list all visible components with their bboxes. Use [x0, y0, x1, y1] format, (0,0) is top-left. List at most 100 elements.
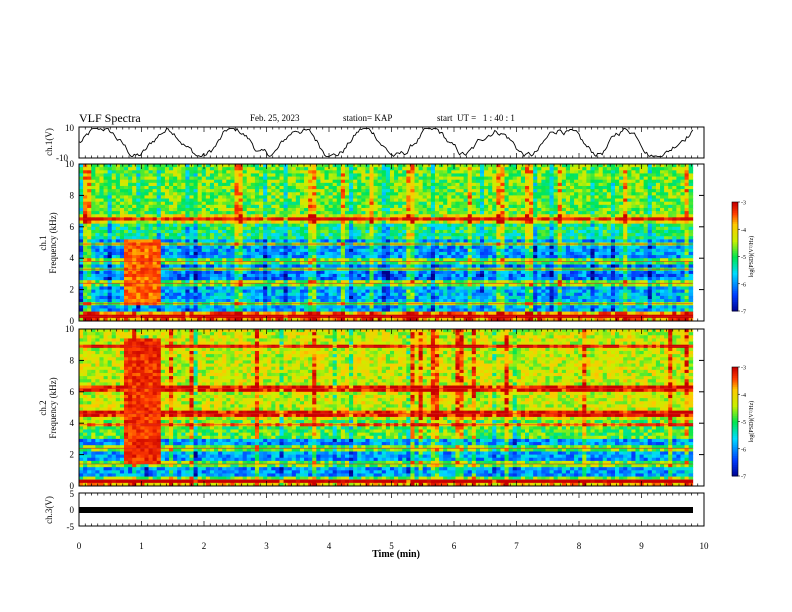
spectrogram-cell: [463, 233, 469, 237]
spectrogram-cell: [246, 311, 252, 316]
spectrogram-cell: [238, 264, 244, 269]
spectrogram-cell: [287, 164, 293, 168]
spectrogram-cell: [426, 308, 432, 312]
spectrogram-cell: [107, 189, 113, 193]
spectrogram-cell: [148, 270, 154, 275]
spectrogram-cell: [459, 198, 465, 203]
spectrogram-cell: [344, 264, 350, 269]
spectrogram-cell: [83, 201, 88, 206]
spectrogram-cell: [144, 248, 149, 253]
spectrogram-cell: [402, 173, 407, 177]
spectrogram-cell: [136, 185, 141, 190]
spectrogram-cell: [324, 248, 329, 253]
spectrogram-cell: [91, 204, 96, 209]
spectrogram-cell: [279, 226, 284, 231]
spectrogram-cell: [295, 207, 301, 212]
spectrogram-cell: [426, 264, 432, 269]
spectrogram-cell: [320, 211, 325, 215]
spectrogram-cell: [287, 258, 293, 262]
spectrogram-cell: [471, 248, 477, 253]
spectrogram-cell: [283, 176, 289, 181]
spectrogram-cell: [365, 270, 370, 275]
spectrogram-cell: [320, 214, 325, 218]
spectrogram-cell: [361, 173, 366, 177]
spectrogram-cell: [87, 311, 92, 316]
spectrogram-cell: [124, 239, 129, 243]
spectrogram-cell: [324, 182, 329, 187]
spectrogram-cell: [394, 220, 399, 225]
spectrogram-cell: [267, 189, 272, 193]
spectrogram-cell: [426, 273, 432, 278]
spectrogram-cell: [91, 295, 96, 300]
spectrogram-cell: [414, 220, 420, 225]
spectrogram-cell: [111, 258, 117, 262]
spectrogram-cell: [271, 167, 276, 171]
spectrogram-cell: [238, 261, 244, 265]
spectrogram-cell: [164, 198, 170, 203]
spectrogram-cell: [394, 305, 399, 309]
spectrogram-cell: [115, 311, 121, 316]
spectrogram-cell: [148, 164, 154, 168]
spectrogram-cell: [336, 201, 342, 206]
spectrogram-cell: [103, 170, 109, 174]
spectrogram-cell: [197, 299, 203, 303]
spectrogram-cell: [173, 179, 178, 184]
spectrogram-cell: [475, 189, 481, 193]
spectrogram-cell: [140, 277, 145, 281]
spectrogram-cell: [164, 189, 170, 193]
spectrogram-cell: [279, 214, 284, 218]
spectrogram-cell: [377, 305, 383, 309]
spectrogram-cell: [246, 308, 252, 312]
spectrogram-cell: [99, 283, 104, 287]
spectrogram-cell: [79, 251, 84, 256]
spectrogram-cell: [156, 201, 162, 206]
spectrogram-cell: [484, 273, 489, 278]
spectrogram-cell: [140, 273, 145, 278]
spectrogram-cell: [279, 248, 284, 253]
spectrogram-cell: [308, 277, 313, 281]
spectrogram-cell: [385, 280, 391, 284]
spectrogram-cell: [87, 286, 92, 290]
spectrogram-cell: [344, 176, 350, 181]
spectrogram-cell: [426, 292, 432, 297]
spectrogram-cell: [263, 204, 268, 209]
spectrogram-cell: [259, 273, 264, 278]
spectrogram-cell: [173, 176, 178, 181]
spectrogram-cell: [242, 317, 248, 322]
spectrogram-cell: [193, 311, 199, 316]
spectrogram-cell: [471, 264, 477, 269]
spectrogram-cell: [389, 179, 395, 184]
spectrogram-cell: [344, 283, 350, 287]
spectrogram-cell: [369, 204, 374, 209]
spectrogram-cell: [250, 195, 256, 199]
spectrogram-cell: [185, 167, 190, 171]
spectrogram-cell: [471, 201, 477, 206]
spectrogram-cell: [95, 233, 100, 237]
spectrogram-cell: [214, 170, 219, 174]
spectrogram-cell: [205, 226, 211, 231]
spectrogram-cell: [418, 207, 424, 212]
spectrogram-cell: [115, 173, 121, 177]
spectrogram-cell: [115, 308, 121, 312]
spectrogram-cell: [250, 295, 256, 300]
spectrogram-cell: [394, 286, 399, 290]
spectrogram-cell: [381, 239, 387, 243]
spectrogram-cell: [414, 233, 420, 237]
spectrogram-cell: [312, 308, 317, 312]
spectrogram-cell: [234, 280, 239, 284]
spectrogram-cell: [181, 167, 186, 171]
spectrogram-cell: [475, 255, 481, 259]
spectrogram-cell: [209, 236, 215, 240]
spectrogram-cell: [410, 277, 415, 281]
spectrogram-cell: [479, 179, 485, 184]
spectrogram-cell: [287, 239, 293, 243]
spectrogram-cell: [287, 292, 293, 297]
spectrogram-cell: [263, 220, 268, 225]
spectrogram-cell: [398, 226, 403, 231]
spectrogram-cell: [385, 207, 391, 212]
spectrogram-cell: [316, 204, 321, 209]
spectrogram-cell: [365, 179, 370, 184]
spectrogram-cell: [140, 179, 145, 184]
spectrogram-cell: [443, 283, 448, 287]
spectrogram-cell: [308, 182, 313, 187]
